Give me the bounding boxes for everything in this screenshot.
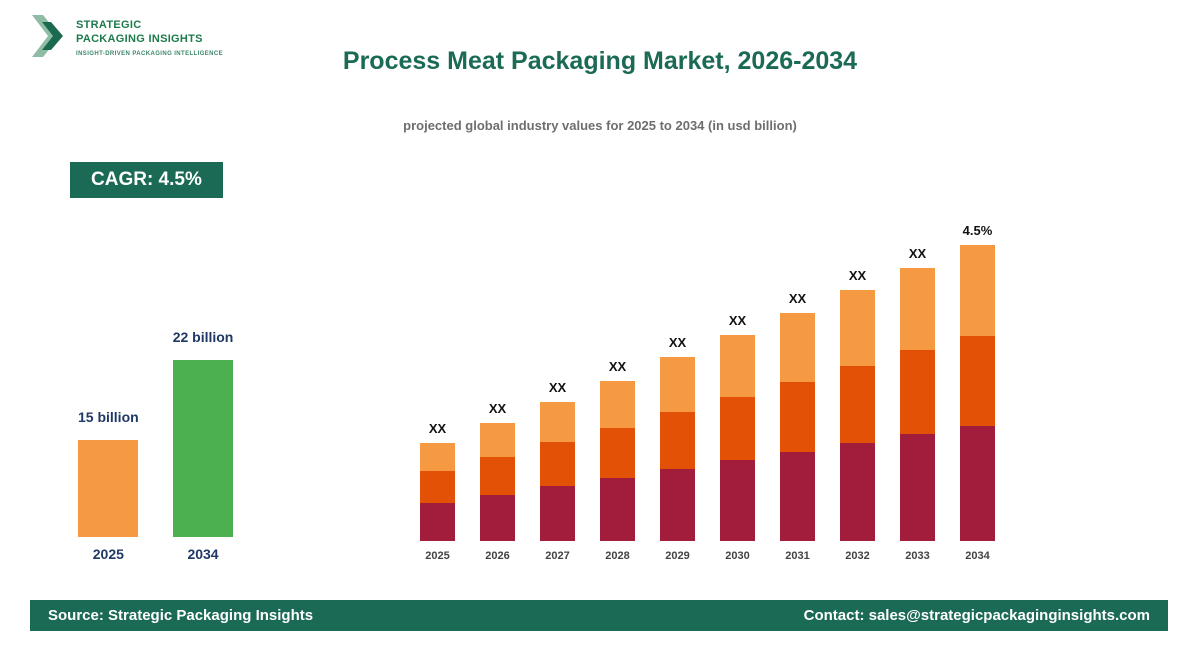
stacked-bar-group: XX 2030 bbox=[720, 313, 755, 562]
stacked-bar-top-segment bbox=[720, 335, 755, 397]
stacked-bar-top-segment bbox=[420, 443, 455, 471]
stacked-bar-year-label: 2029 bbox=[665, 550, 690, 562]
stacked-bar-top-label: XX bbox=[788, 291, 807, 306]
page-subtitle: projected global industry values for 202… bbox=[403, 118, 797, 133]
comparison-bar-year-label: 2034 bbox=[187, 546, 219, 562]
stacked-bar-year-label: 2027 bbox=[545, 550, 570, 562]
comparison-bar bbox=[173, 360, 234, 537]
stacked-bar-top-segment bbox=[600, 381, 635, 428]
stacked-bar-middle-segment bbox=[900, 350, 935, 434]
stacked-bar-top-label: XX bbox=[548, 380, 567, 395]
stacked-bar-bottom-segment bbox=[900, 434, 935, 541]
stacked-bar-year-label: 2025 bbox=[425, 550, 450, 562]
stacked-bar-middle-segment bbox=[420, 471, 455, 503]
stacked-bar-bottom-segment bbox=[720, 460, 755, 541]
footer-contact-text: Contact: sales@strategicpackaginginsight… bbox=[803, 607, 1150, 624]
stacked-bar-group: XX 2025 bbox=[420, 421, 455, 562]
stacked-bar-middle-segment bbox=[960, 336, 995, 426]
comparison-bar-value-label: 15 billion bbox=[78, 409, 139, 425]
logo: STRATEGIC PACKAGING INSIGHTS INSIGHT-DRI… bbox=[30, 13, 223, 59]
logo-line-1: STRATEGIC bbox=[76, 19, 142, 31]
logo-tagline: INSIGHT-DRIVEN PACKAGING INTELLIGENCE bbox=[76, 50, 224, 57]
stacked-bar-bottom-segment bbox=[660, 469, 695, 541]
stacked-bar-middle-segment bbox=[660, 412, 695, 469]
stacked-bar-group: XX 2032 bbox=[840, 268, 875, 562]
stacked-bar-top-label: XX bbox=[908, 246, 927, 261]
stacked-bar-group: XX 2026 bbox=[480, 401, 515, 562]
logo-text: STRATEGIC PACKAGING INSIGHTS INSIGHT-DRI… bbox=[76, 18, 223, 57]
stacked-bar-middle-segment bbox=[720, 397, 755, 460]
stacked-bar-top-label: XX bbox=[668, 335, 687, 350]
stacked-bar-middle-segment bbox=[780, 382, 815, 452]
stacked-bar-group: XX 2033 bbox=[900, 246, 935, 562]
logo-line-2: PACKAGING INSIGHTS bbox=[76, 33, 203, 46]
cagr-badge: CAGR: 4.5% bbox=[70, 162, 223, 198]
stacked-bar-group: XX 2029 bbox=[660, 335, 695, 562]
stacked-bar-year-label: 2026 bbox=[485, 550, 510, 562]
stacked-bar-group: XX 2028 bbox=[600, 359, 635, 562]
comparison-bar bbox=[78, 440, 139, 537]
stacked-bar-top-segment bbox=[480, 423, 515, 457]
stacked-bar-bottom-segment bbox=[780, 452, 815, 541]
stacked-bar-top-segment bbox=[840, 290, 875, 366]
stacked-bar-top-segment bbox=[660, 357, 695, 412]
stacked-bar-chart: XX 2025 XX 2026 XX 2027 XX 2028 XX 2029 XX 2030 XX 20… bbox=[420, 223, 995, 562]
stacked-bar-year-label: 2028 bbox=[605, 550, 630, 562]
stacked-bar-top-segment bbox=[960, 245, 995, 336]
stacked-bar-bottom-segment bbox=[420, 503, 455, 541]
footer-bar: Source: Strategic Packaging Insights Con… bbox=[30, 600, 1168, 631]
logo-chevron-icon bbox=[32, 15, 63, 57]
stacked-bar-group: XX 2027 bbox=[540, 380, 575, 562]
page-title: Process Meat Packaging Market, 2026-2034 bbox=[342, 47, 858, 75]
stacked-bar-top-segment bbox=[540, 402, 575, 442]
stacked-bar-group: XX 2031 bbox=[780, 291, 815, 562]
stacked-bar-middle-segment bbox=[480, 457, 515, 495]
footer-source-text: Source: Strategic Packaging Insights bbox=[48, 607, 314, 624]
stacked-bar-middle-segment bbox=[540, 442, 575, 486]
stacked-bar-bottom-segment bbox=[960, 426, 995, 541]
stacked-bar-year-label: 2031 bbox=[785, 550, 810, 562]
stacked-bar-top-label: XX bbox=[488, 401, 507, 416]
stacked-bar-top-label: XX bbox=[608, 359, 627, 374]
stacked-bar-top-label: XX bbox=[428, 421, 447, 436]
stacked-bar-bottom-segment bbox=[480, 495, 515, 541]
stacked-bar-year-label: 2034 bbox=[965, 550, 990, 562]
comparison-chart: 15 billion 2025 22 billion 2034 bbox=[78, 329, 233, 562]
comparison-bar-value-label: 22 billion bbox=[172, 329, 234, 345]
comparison-bar-group: 22 billion 2034 bbox=[173, 329, 234, 562]
stacked-bar-bottom-segment bbox=[840, 443, 875, 541]
comparison-bar-group: 15 billion 2025 bbox=[78, 409, 139, 562]
stacked-bar-top-label: XX bbox=[728, 313, 747, 328]
stacked-bar-middle-segment bbox=[840, 366, 875, 443]
stacked-bar-top-label: XX bbox=[848, 268, 867, 283]
comparison-bar-year-label: 2025 bbox=[92, 546, 124, 562]
stacked-bar-bottom-segment bbox=[540, 486, 575, 541]
stacked-bar-top-label: 4.5% bbox=[962, 223, 993, 238]
stacked-bar-year-label: 2032 bbox=[845, 550, 870, 562]
stacked-bar-middle-segment bbox=[600, 428, 635, 478]
stacked-bar-top-segment bbox=[900, 268, 935, 350]
stacked-bar-bottom-segment bbox=[600, 478, 635, 541]
stacked-bar-year-label: 2030 bbox=[725, 550, 750, 562]
stacked-bar-top-segment bbox=[780, 313, 815, 382]
stacked-bar-group: 4.5% 2034 bbox=[960, 223, 995, 562]
stacked-bar-year-label: 2033 bbox=[905, 550, 930, 562]
